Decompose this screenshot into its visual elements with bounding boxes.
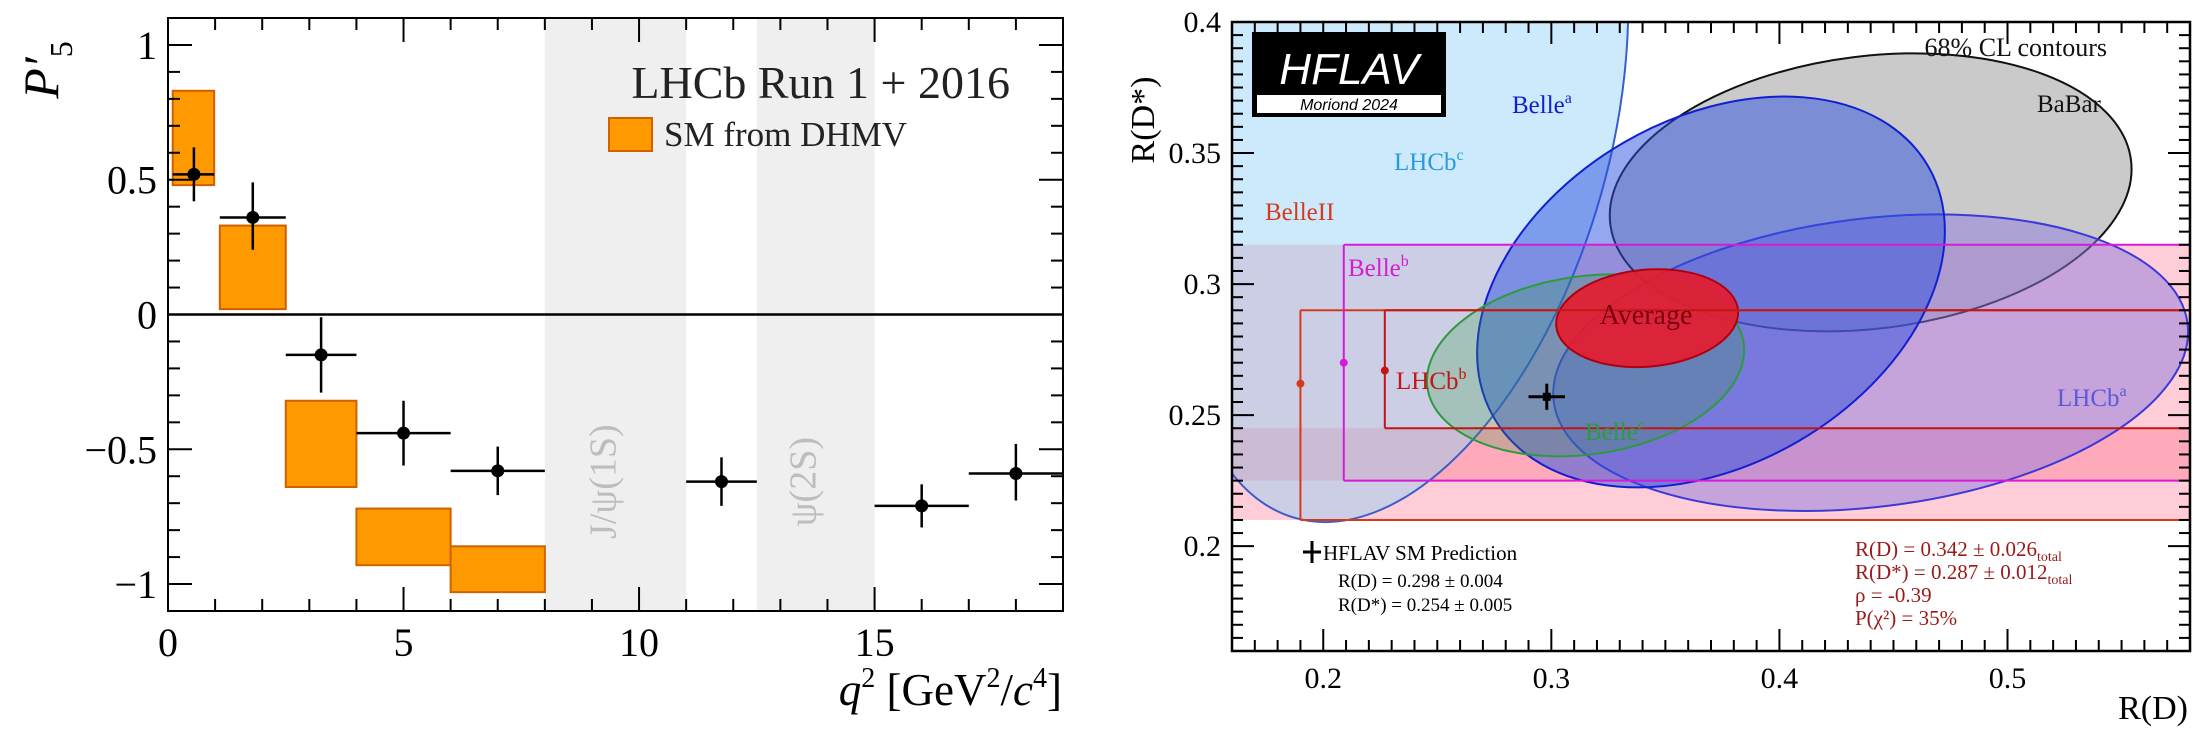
- y-tick-label: 0.2: [1184, 530, 1222, 563]
- x-tick-label: 0.5: [1989, 662, 2027, 695]
- y-tick-label: 0.35: [1169, 137, 1222, 170]
- left-chart: J/ψ(1S) ψ(2S) 0 5 10 15 1 0.5 0 −0.5 −1 LHCb Run …: [13, 17, 1064, 715]
- hflav-logo-subtitle: Moriond 2024: [1300, 97, 1398, 114]
- data-marker: [314, 348, 328, 362]
- average-results: R(D) = 0.342 ± 0.026total R(D*) = 0.287 …: [1855, 537, 2073, 630]
- label-lhcb-b: LHCbb: [1396, 366, 1467, 395]
- data-point: [874, 484, 969, 528]
- data-point: [356, 400, 451, 466]
- data-point: [686, 457, 757, 506]
- data-point: [968, 443, 1063, 501]
- sm-legend-rdstar: R(D*) = 0.254 ± 0.005: [1338, 595, 1512, 616]
- y-tick-label: 0: [137, 293, 157, 338]
- label-average: Average: [1600, 300, 1693, 331]
- contours-title: 68% CL contours: [1925, 33, 2107, 62]
- result-pchi2: P(χ²) = 35%: [1855, 606, 1957, 630]
- result-rdstar: R(D*) = 0.287 ± 0.012total: [1855, 560, 2073, 588]
- y-tick-label: −0.5: [84, 427, 157, 472]
- data-point: [285, 317, 357, 393]
- veto-label: J/ψ(1S): [583, 424, 625, 539]
- data-point: [450, 446, 545, 496]
- left-x-axis-label: q2 [GeV2/c4]: [839, 663, 1062, 715]
- y-tick-label: 0.5: [107, 158, 157, 203]
- sm-prediction-box: [355, 507, 452, 567]
- label-belle-b: Belleb: [1348, 253, 1409, 282]
- measurement-point: [1296, 379, 1305, 388]
- hflav-logo: HFLAV Moriond 2024: [1252, 32, 1446, 117]
- data-marker: [187, 167, 201, 181]
- y-tick-label: −1: [114, 562, 157, 607]
- label-belle-c: Bellec: [1585, 417, 1645, 446]
- right-y-axis-label: R(D*): [1125, 77, 1162, 164]
- right-chart: 0.2 0.3 0.4 0.5 0.4 0.35 0.3 0.25 0.2 HFLAV Mori…: [1125, 6, 2192, 727]
- result-rd: R(D) = 0.342 ± 0.026total: [1855, 537, 2062, 565]
- x-tick-label: 0.4: [1761, 662, 1799, 695]
- y-tick-label: 1: [137, 23, 157, 68]
- measurement-point: [1380, 366, 1389, 375]
- data-point: [172, 147, 215, 202]
- data-marker: [397, 426, 411, 440]
- data-marker: [1009, 467, 1023, 481]
- hflav-logo-title: HFLAV: [1279, 45, 1422, 94]
- measurement-point: [1339, 358, 1348, 367]
- veto-label: ψ(2S): [783, 437, 825, 526]
- sm-legend-title: HFLAV SM Prediction: [1323, 541, 1518, 565]
- sm-legend-rd: R(D) = 0.298 ± 0.004: [1338, 571, 1503, 592]
- legend-sm-swatch: [608, 117, 653, 152]
- x-tick-label: 0.3: [1533, 662, 1571, 695]
- data-marker: [491, 464, 505, 478]
- label-belle-ii: BelleII: [1265, 199, 1334, 226]
- y-tick-label: 0.3: [1184, 268, 1222, 301]
- data-point: [219, 182, 286, 250]
- measurement-belle-b: [1339, 243, 2190, 482]
- label-lhcb-c: LHCbc: [1394, 147, 1464, 176]
- x-tick-label: 5: [394, 620, 414, 665]
- label-lhcb-a: LHCba: [2057, 383, 2127, 412]
- x-tick-label: 0.2: [1304, 662, 1342, 695]
- x-tick-label: 0: [158, 620, 178, 665]
- measurement-lhcb-b: [1380, 309, 2190, 430]
- data-marker: [915, 499, 929, 513]
- right-x-axis-label: R(D): [2118, 690, 2188, 727]
- label-babar: BaBar: [2037, 91, 2102, 118]
- legend-sm-label: SM from DHMV: [664, 115, 907, 154]
- x-tick-label: 10: [619, 620, 659, 665]
- y-tick-label: 0.4: [1184, 6, 1222, 39]
- sm-point: [1542, 392, 1551, 401]
- data-marker: [246, 210, 260, 224]
- x-tick-label: 15: [855, 620, 895, 665]
- label-belle-a: Bellea: [1512, 90, 1572, 119]
- hflav-logo-banner: [1257, 95, 1441, 113]
- sm-legend: HFLAV SM Prediction R(D) = 0.298 ± 0.004…: [1303, 541, 1518, 616]
- data-marker: [714, 475, 728, 489]
- result-rho: ρ = -0.39: [1855, 583, 1932, 607]
- sm-prediction-box: [284, 399, 358, 489]
- left-y-axis-label: P′5: [13, 41, 79, 99]
- experiment-label: LHCb Run 1 + 2016: [631, 57, 1010, 108]
- y-tick-label: 0.25: [1169, 399, 1222, 432]
- sm-prediction-box: [449, 545, 546, 594]
